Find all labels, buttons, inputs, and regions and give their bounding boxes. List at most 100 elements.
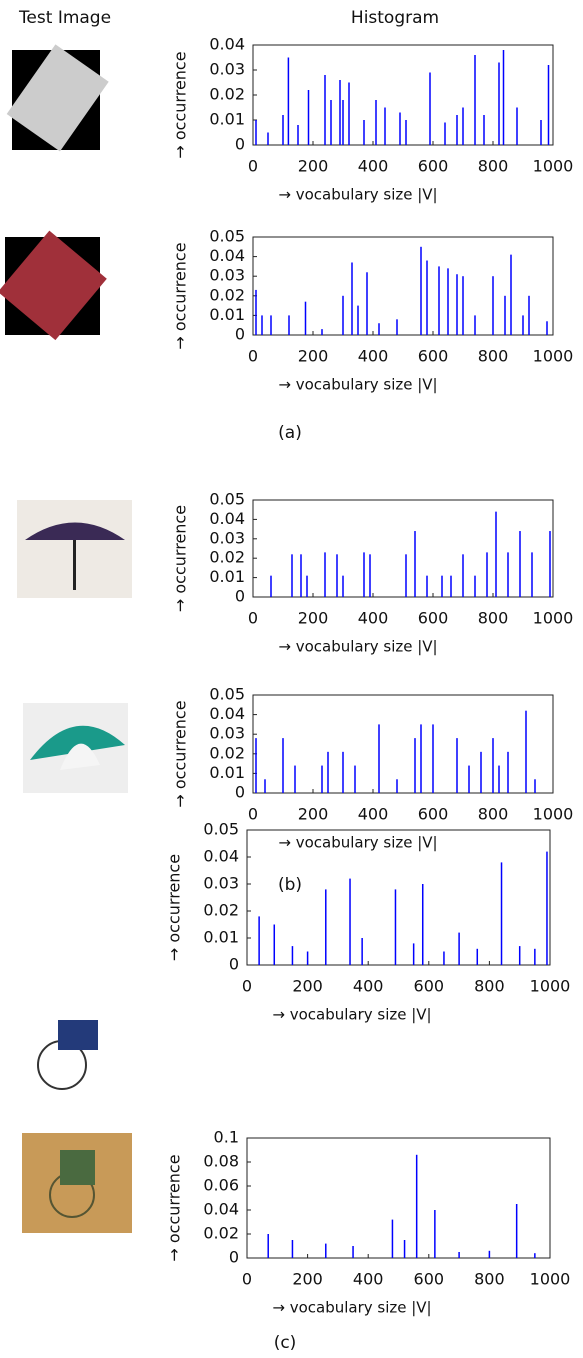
bar — [404, 1240, 406, 1258]
bar — [468, 766, 470, 793]
bar — [474, 55, 476, 145]
x-tick-label: 200 — [292, 1270, 323, 1289]
bar — [405, 554, 407, 597]
bar — [548, 65, 550, 145]
figure: Test Image Histogram (a) (b) (c) 00.010.… — [0, 0, 583, 1358]
bar — [546, 321, 548, 335]
bar — [462, 276, 464, 335]
y-tick-label: 0.01 — [209, 763, 245, 782]
x-tick-label: 400 — [358, 157, 389, 176]
x-tick-label: 1000 — [533, 157, 574, 176]
y-axis-label: → occurrence — [165, 1154, 184, 1261]
bar — [339, 80, 341, 145]
bar — [438, 266, 440, 335]
bar — [378, 724, 380, 793]
bar — [292, 1240, 294, 1258]
bar — [498, 63, 500, 146]
bar — [413, 943, 415, 965]
bar — [321, 329, 323, 335]
y-tick-label: 0.02 — [209, 285, 245, 304]
bar — [528, 296, 530, 335]
x-tick-label: 1000 — [533, 609, 574, 628]
bar — [483, 115, 485, 145]
bar — [352, 1246, 354, 1258]
bar — [342, 752, 344, 793]
x-tick-label: 600 — [418, 347, 449, 366]
bar — [531, 552, 533, 597]
x-tick-label: 800 — [478, 157, 509, 176]
bar — [255, 738, 257, 793]
bar — [399, 113, 401, 146]
x-tick-label: 0 — [248, 157, 258, 176]
bar — [305, 302, 307, 335]
x-tick-label: 200 — [298, 157, 329, 176]
bar — [495, 512, 497, 597]
bar — [297, 125, 299, 145]
x-tick-label: 200 — [298, 347, 329, 366]
bar — [534, 1253, 536, 1258]
x-tick-label: 800 — [478, 805, 509, 824]
y-tick-label: 0.06 — [203, 1176, 239, 1195]
bar — [342, 100, 344, 145]
x-tick-label: 600 — [414, 977, 445, 996]
bar — [294, 766, 296, 793]
bar — [456, 274, 458, 335]
bar — [546, 852, 548, 965]
x-tick-label: 400 — [358, 609, 389, 628]
bar — [480, 752, 482, 793]
column-header: Test Image — [18, 8, 111, 28]
bar — [291, 554, 293, 597]
x-tick-label: 800 — [478, 609, 509, 628]
bar — [458, 933, 460, 965]
y-tick-label: 0.04 — [203, 1200, 239, 1219]
bar — [414, 738, 416, 793]
bar — [422, 884, 424, 965]
y-tick-label: 0.02 — [203, 1224, 239, 1243]
bar — [477, 949, 479, 965]
bar — [426, 261, 428, 335]
y-tick-label: 0.04 — [209, 246, 245, 265]
x-tick-label: 200 — [298, 805, 329, 824]
x-axis-label: → vocabulary size |V| — [278, 638, 437, 656]
bar — [354, 766, 356, 793]
x-tick-label: 400 — [353, 977, 384, 996]
bar — [264, 779, 266, 793]
bar — [432, 724, 434, 793]
y-tick-label: 0.04 — [209, 704, 245, 723]
bar — [458, 1252, 460, 1258]
bar — [261, 315, 263, 335]
x-tick-label: 800 — [478, 347, 509, 366]
bar — [416, 1155, 418, 1258]
y-axis-label: → occurrence — [165, 854, 184, 961]
y-tick-label: 0.02 — [203, 901, 239, 920]
bar — [363, 120, 365, 145]
bar — [270, 315, 272, 335]
bar — [348, 83, 350, 146]
y-tick-label: 0.04 — [209, 35, 245, 54]
x-tick-label: 600 — [414, 1270, 445, 1289]
bar — [375, 100, 377, 145]
bar — [282, 738, 284, 793]
y-tick-label: 0.03 — [203, 874, 239, 893]
x-tick-label: 400 — [358, 805, 389, 824]
bar — [507, 752, 509, 793]
caption: (a) — [278, 423, 302, 443]
bar — [324, 552, 326, 597]
bar — [307, 952, 309, 966]
bar — [384, 108, 386, 146]
y-tick-label: 0.05 — [209, 227, 245, 246]
test-image — [7, 44, 109, 151]
x-tick-label: 1000 — [530, 977, 571, 996]
x-tick-label: 600 — [418, 157, 449, 176]
x-tick-label: 400 — [358, 347, 389, 366]
x-tick-label: 600 — [418, 805, 449, 824]
y-tick-label: 0.01 — [203, 928, 239, 947]
y-axis-label: → occurrence — [171, 505, 190, 612]
bar — [510, 255, 512, 335]
bar — [447, 268, 449, 335]
y-tick-label: 0.02 — [209, 85, 245, 104]
x-tick-label: 1000 — [533, 347, 574, 366]
y-tick-label: 0 — [235, 783, 245, 802]
bar — [504, 296, 506, 335]
y-tick-label: 0 — [229, 1248, 239, 1267]
